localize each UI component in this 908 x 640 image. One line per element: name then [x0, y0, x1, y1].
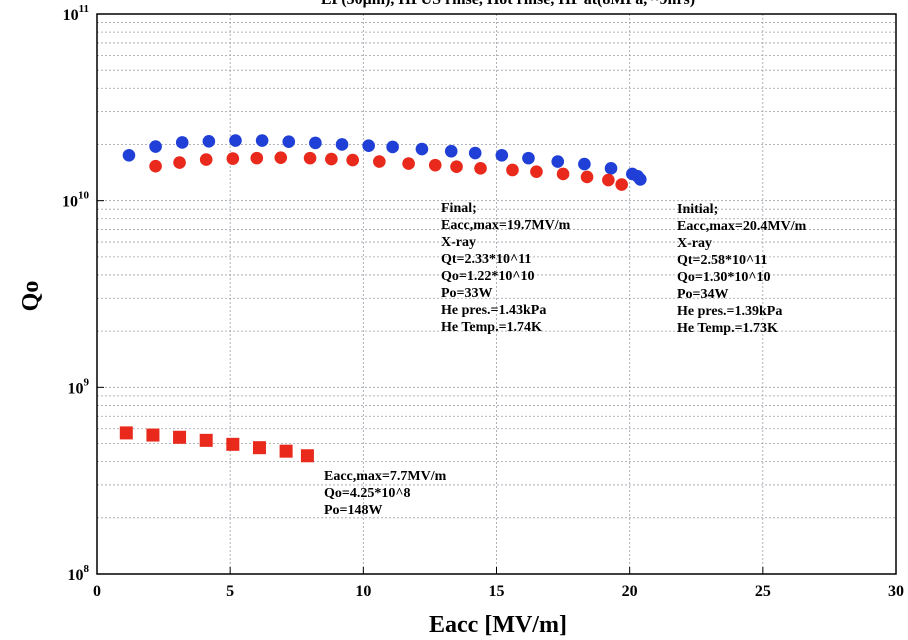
annotation-line: Eacc,max=19.7MV/m — [441, 218, 571, 233]
annotation-line: Qo=4.25*10^8 — [324, 486, 411, 501]
data-point — [149, 159, 162, 173]
y-tick-label: 1010 — [62, 190, 90, 211]
grid — [96, 14, 897, 574]
data-point — [474, 162, 487, 175]
annotation-line: Eacc,max=20.4MV/m — [677, 219, 807, 234]
x-tick-label: 25 — [755, 583, 771, 600]
y-axis-label: Qo — [18, 281, 44, 312]
annotation-line: Qo=1.30*10^10 — [677, 270, 771, 285]
data-point — [255, 134, 269, 147]
data-point — [175, 136, 189, 149]
series-1 — [122, 134, 647, 186]
data-point — [373, 155, 386, 168]
data-point — [279, 444, 293, 458]
annotations: Final; Eacc,max=19.7MV/m X-ray Qt=2.33*10^1… — [324, 201, 807, 518]
data-point — [149, 140, 162, 153]
chart-title: EP(50μm), HPUS rinse, Hot rinse, HP at(8… — [321, 0, 695, 8]
data-point — [226, 437, 240, 451]
x-tick-label: 20 — [622, 583, 638, 600]
annotation-line: Po=34W — [677, 287, 729, 302]
x-tick-label: 30 — [888, 583, 904, 600]
data-point — [615, 178, 628, 191]
data-point — [335, 138, 349, 151]
data-point — [468, 146, 482, 160]
annotation-line: Final; — [441, 201, 477, 216]
annotation-line: He pres.=1.39kPa — [677, 304, 782, 319]
data-point — [602, 173, 615, 187]
annotation-line: Qt=2.58*10^11 — [677, 253, 767, 268]
data-point — [252, 441, 266, 455]
annotation-line: X-ray — [677, 236, 712, 251]
annotation-line: He Temp.=1.73K — [677, 321, 778, 336]
annotation-line: Qo=1.22*10^10 — [441, 269, 535, 284]
series-2 — [149, 151, 628, 191]
data-point — [580, 170, 594, 184]
data-point — [386, 140, 399, 154]
x-axis-label: Eacc [MV/m] — [429, 612, 567, 638]
data-point — [530, 165, 543, 178]
data-point — [428, 158, 442, 172]
x-tick-label: 0 — [93, 583, 101, 600]
x-tick-label: 10 — [355, 583, 371, 600]
axis-ticks: 0 5 10 15 20 25 30 108 109 1010 1011 — [62, 3, 904, 600]
series-3 — [119, 426, 314, 463]
annotation-line: Eacc,max=7.7MV/m — [324, 469, 447, 484]
annotation-line: Po=148W — [324, 503, 383, 518]
annotation-line: Initial; — [677, 202, 718, 217]
y-tick-label: 108 — [68, 563, 90, 584]
data-point — [415, 142, 429, 156]
annotation-line: He pres.=1.43kPa — [441, 303, 546, 318]
data-point — [362, 139, 375, 152]
data-marks — [119, 134, 647, 463]
data-point — [229, 134, 242, 147]
data-point — [146, 428, 160, 442]
data-point — [551, 155, 565, 168]
data-point — [309, 136, 322, 150]
data-point — [119, 426, 133, 440]
data-point — [250, 151, 264, 165]
data-point — [226, 152, 240, 165]
data-point — [604, 162, 618, 175]
data-point — [202, 134, 216, 148]
data-point — [634, 173, 647, 186]
data-point — [578, 157, 591, 171]
y-tick-label: 1011 — [63, 3, 89, 24]
data-point — [325, 152, 338, 166]
data-point — [274, 151, 288, 164]
annotation-line: He Temp.=1.74K — [441, 320, 542, 335]
data-point — [199, 153, 213, 166]
data-point — [556, 167, 570, 181]
annotation-low: Eacc,max=7.7MV/m Qo=4.25*10^8 Po=148W — [324, 469, 447, 518]
data-point — [173, 430, 187, 444]
data-point — [450, 160, 463, 174]
data-point — [173, 156, 186, 169]
x-tick-label: 15 — [489, 583, 505, 600]
data-point — [122, 148, 136, 162]
annotation-line: Po=33W — [441, 286, 493, 301]
data-point — [506, 163, 519, 177]
data-point — [495, 148, 509, 162]
data-point — [300, 449, 314, 463]
data-point — [282, 135, 296, 148]
data-point — [303, 151, 317, 165]
data-point — [444, 144, 458, 158]
data-point — [199, 433, 213, 447]
data-point — [402, 157, 415, 170]
data-point — [522, 151, 535, 165]
x-tick-label: 5 — [226, 583, 234, 600]
annotation-line: X-ray — [441, 235, 476, 250]
data-point — [346, 153, 359, 167]
annotation-final: Final; Eacc,max=19.7MV/m X-ray Qt=2.33*10^1… — [441, 201, 571, 335]
annotation-line: Qt=2.33*10^11 — [441, 252, 531, 267]
y-tick-label: 109 — [68, 376, 90, 397]
annotation-initial: Initial; Eacc,max=20.4MV/m X-ray Qt=2.58*10… — [677, 202, 807, 336]
